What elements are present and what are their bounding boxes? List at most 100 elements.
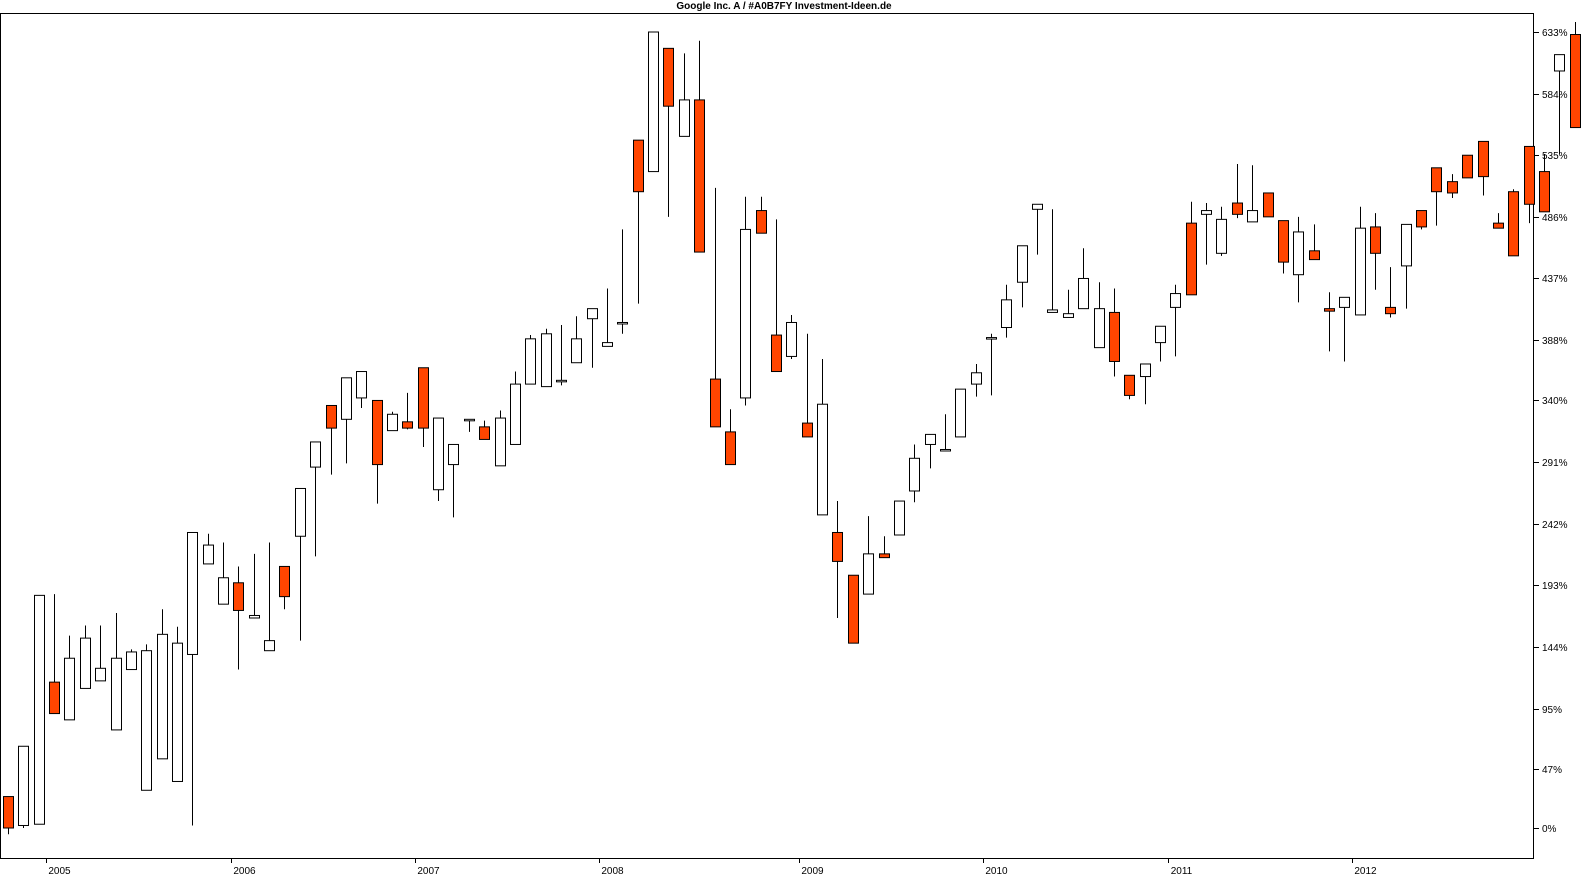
candle-body-down <box>1263 192 1274 218</box>
candle <box>648 31 659 173</box>
y-tick-label: 0% <box>1542 824 1557 835</box>
candle <box>18 745 29 828</box>
candle <box>1309 224 1320 261</box>
candle <box>249 553 260 619</box>
candle-body-up <box>218 577 229 605</box>
candle-body-down <box>1539 171 1550 213</box>
y-tick-label: 388% <box>1542 336 1568 347</box>
candle-body-up <box>679 99 690 137</box>
y-tick-label: 584% <box>1542 90 1568 101</box>
candle-body-up <box>18 745 29 826</box>
candle <box>402 392 413 430</box>
candle <box>771 219 782 373</box>
candle <box>879 536 890 559</box>
candle-body-down <box>49 681 60 715</box>
candle-body-up <box>1047 309 1058 313</box>
candle <box>233 566 244 670</box>
candle-body-up <box>1554 54 1565 72</box>
candle <box>940 414 951 452</box>
y-tick-label: 535% <box>1542 151 1568 162</box>
candle <box>64 635 75 721</box>
candle <box>1370 213 1381 290</box>
candle <box>510 371 521 445</box>
candle-body-down <box>1232 202 1243 215</box>
x-tick-label: 2007 <box>417 866 440 877</box>
candle <box>1570 21 1581 129</box>
candle <box>1462 154 1473 179</box>
candle-body-up <box>510 383 521 445</box>
candle-body-down <box>233 582 244 611</box>
candle-body-up <box>80 637 91 689</box>
candle <box>1385 267 1396 318</box>
candle-body-up <box>863 553 874 595</box>
candle-body-down <box>1447 181 1458 194</box>
candle <box>310 441 321 557</box>
candle-body-up <box>356 371 367 399</box>
candle <box>295 487 306 641</box>
candle <box>1032 203 1043 255</box>
y-tick-label: 633% <box>1542 28 1568 39</box>
candle-body-up <box>111 657 122 731</box>
candle <box>1078 248 1089 310</box>
candle-body-down <box>3 796 14 829</box>
y-tick-label: 437% <box>1542 274 1568 285</box>
candle-body-down <box>1385 306 1396 315</box>
candle <box>1155 325 1166 362</box>
candle <box>955 388 966 438</box>
candle <box>95 625 106 682</box>
candle <box>1001 284 1012 338</box>
candle-body-up <box>433 417 444 491</box>
candle-body-down <box>832 531 843 562</box>
candle-body-up <box>1032 203 1043 210</box>
candle-body-up <box>986 337 997 340</box>
candle <box>3 796 14 835</box>
candle <box>817 358 828 516</box>
candle-body-up <box>387 413 398 432</box>
candle <box>279 565 290 610</box>
candle <box>80 625 91 689</box>
candle <box>326 404 337 475</box>
candle <box>126 649 137 671</box>
candle-body-up <box>541 333 552 388</box>
x-tick-label: 2009 <box>801 866 824 877</box>
candle <box>556 324 567 386</box>
candle-body-up <box>495 417 506 467</box>
candle-body-down <box>1524 145 1535 205</box>
candle-body-down <box>1570 34 1581 129</box>
candle <box>1109 288 1120 377</box>
candle-body-up <box>1017 245 1028 283</box>
candle <box>663 47 674 217</box>
candle-body-down <box>418 367 429 429</box>
candle <box>1355 206 1366 316</box>
candle-body-down <box>479 426 490 440</box>
candle-body-up <box>126 651 137 671</box>
candle <box>740 196 751 406</box>
candle-body-up <box>1140 363 1151 378</box>
candle-body-down <box>1370 226 1381 254</box>
candle-body-up <box>817 403 828 516</box>
candle <box>433 417 444 502</box>
candle <box>1017 245 1028 308</box>
candle-body-down <box>279 565 290 598</box>
candle-body-up <box>602 342 613 347</box>
candle-body-up <box>894 500 905 536</box>
candle-body-down <box>326 404 337 429</box>
candle-body-down <box>725 431 736 466</box>
candle-body-down <box>402 421 413 429</box>
candle-body-up <box>955 388 966 438</box>
plot-frame <box>0 13 1534 859</box>
candle-body-down <box>1278 220 1289 263</box>
candle-body-down <box>372 399 383 466</box>
candle-body-up <box>203 544 214 565</box>
y-tick-label: 242% <box>1542 520 1568 531</box>
candle <box>679 53 690 137</box>
candle <box>1339 296 1350 362</box>
candle <box>172 626 183 782</box>
candle <box>602 288 613 347</box>
candle-body-down <box>1416 210 1427 228</box>
candle <box>541 328 552 388</box>
candle <box>802 333 813 438</box>
candle-body-up <box>1155 325 1166 344</box>
candle <box>218 542 229 605</box>
